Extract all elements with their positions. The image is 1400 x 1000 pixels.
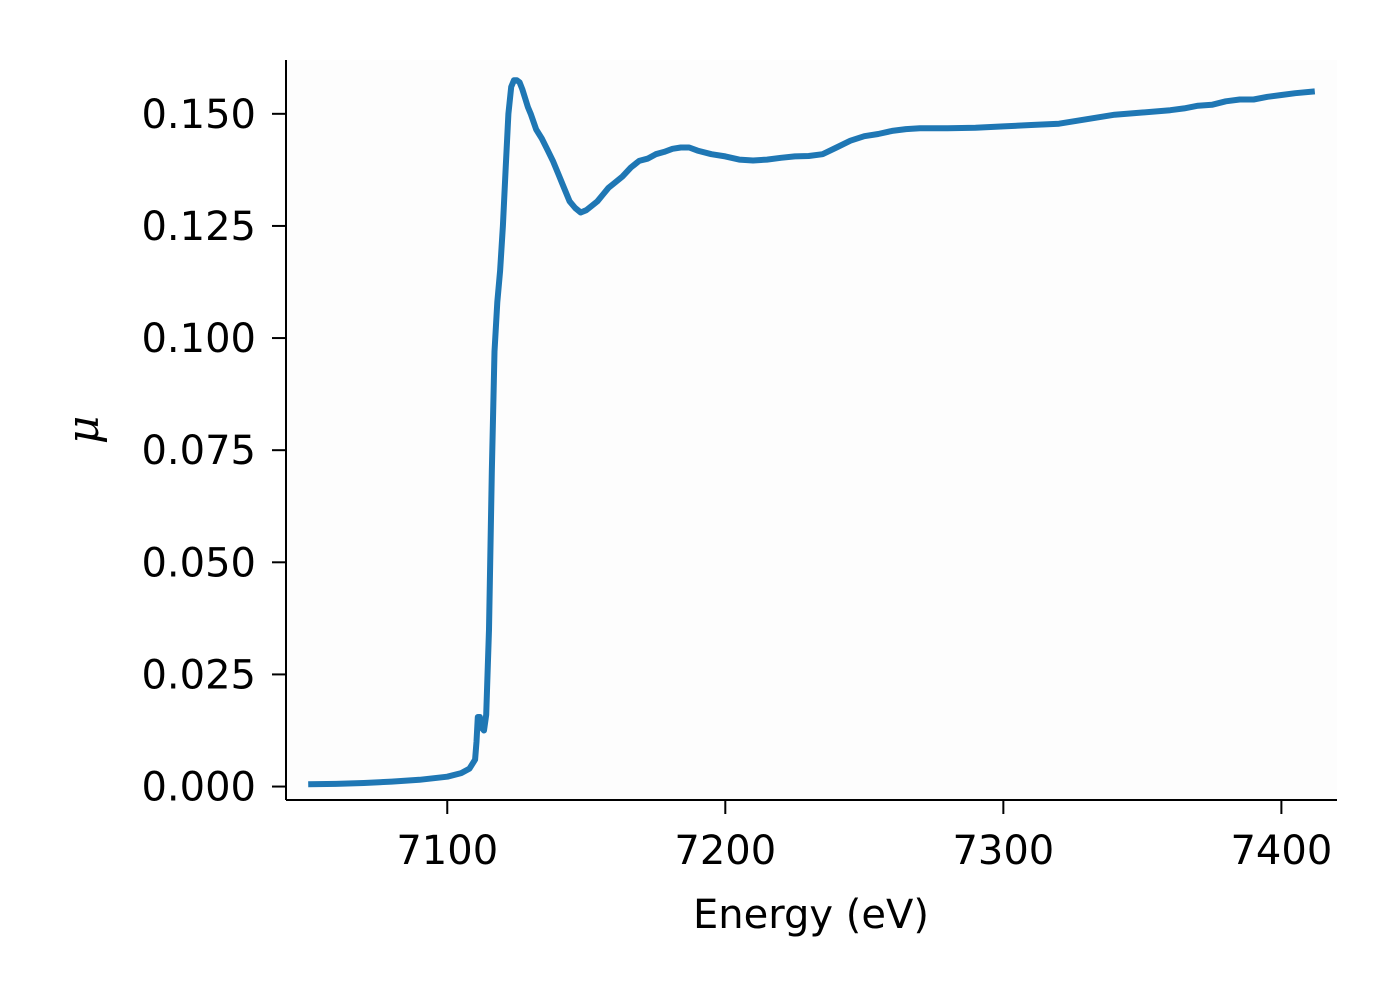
x-ticks: 7100 7200 7300 7400 [396, 800, 1332, 874]
y-tick-label: 0.125 [141, 204, 256, 250]
x-tick-label: 7300 [952, 828, 1054, 874]
y-tick-label: 0.100 [141, 316, 256, 362]
y-tick-label: 0.025 [141, 652, 256, 698]
y-tick-label: 0.050 [141, 540, 256, 586]
x-axis-label: Energy (eV) [693, 892, 929, 938]
x-tick-label: 7400 [1230, 828, 1332, 874]
y-tick-label: 0.000 [141, 765, 256, 811]
x-tick-label: 7200 [674, 828, 776, 874]
plot-background [286, 60, 1337, 800]
series-layer [308, 77, 1316, 788]
y-ticks: 0.000 0.025 0.050 0.075 0.100 0.125 0.150 [141, 92, 286, 811]
y-axis-label: μ [58, 416, 109, 445]
x-tick-label: 7100 [396, 828, 498, 874]
y-tick-label: 0.075 [141, 428, 256, 474]
series-line-0 [308, 77, 1316, 788]
y-tick-label: 0.150 [141, 92, 256, 138]
